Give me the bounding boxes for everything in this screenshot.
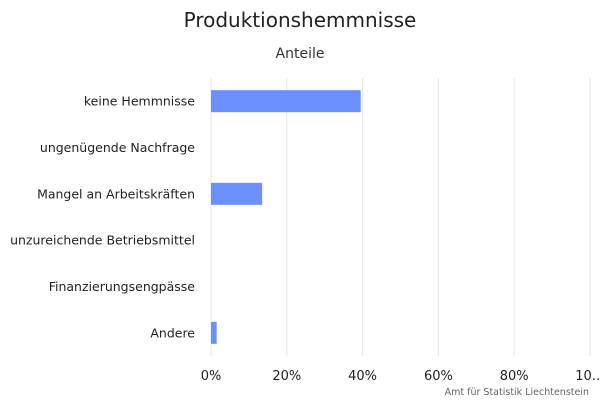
category-label: unzureichende Betriebsmittel: [10, 233, 195, 248]
x-tick-label: 0%: [201, 369, 222, 384]
x-tick-label: 80%: [500, 369, 529, 384]
chart-credit: Amt für Statistik Liechtenstein: [445, 387, 589, 398]
x-tick-label: 10…: [575, 369, 600, 384]
category-label: Andere: [150, 325, 195, 340]
x-tick-label: 40%: [348, 369, 377, 384]
bar[interactable]: [211, 182, 263, 205]
category-label: Mangel an Arbeitskräften: [37, 186, 195, 201]
x-tick-label: 20%: [272, 369, 301, 384]
x-axis-ticks: 0% 20% 40% 60% 80% 10…: [201, 369, 600, 384]
bar[interactable]: [211, 90, 361, 113]
x-tick-label: 60%: [424, 369, 453, 384]
bar-series: [211, 90, 361, 344]
chart-title: Produktionshemmnisse: [184, 8, 417, 32]
grid-lines: [210, 78, 591, 356]
category-label: ungenügende Nachfrage: [40, 140, 195, 155]
bar[interactable]: [211, 321, 217, 344]
category-label: keine Hemmnisse: [84, 94, 195, 109]
category-labels: keine Hemmnisse ungenügende Nachfrage Mang…: [10, 94, 195, 341]
chart-subtitle: Anteile: [276, 46, 325, 62]
category-label: Finanzierungsengpässe: [49, 279, 196, 294]
